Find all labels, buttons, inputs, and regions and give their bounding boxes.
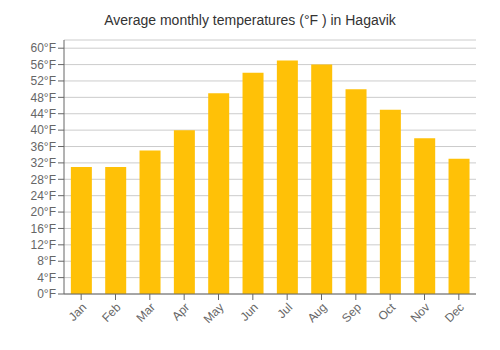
svg-text:Feb: Feb — [99, 300, 124, 325]
svg-text:32°F: 32°F — [31, 156, 56, 170]
svg-text:Jun: Jun — [237, 300, 261, 324]
svg-text:Mar: Mar — [133, 300, 158, 325]
svg-text:56°F: 56°F — [31, 58, 56, 72]
svg-text:44°F: 44°F — [31, 107, 56, 121]
svg-text:8°F: 8°F — [37, 254, 56, 268]
svg-text:60°F: 60°F — [31, 41, 56, 55]
svg-text:52°F: 52°F — [31, 74, 56, 88]
svg-text:20°F: 20°F — [31, 205, 56, 219]
svg-text:36°F: 36°F — [31, 140, 56, 154]
svg-text:Dec: Dec — [442, 300, 467, 325]
svg-text:48°F: 48°F — [31, 91, 56, 105]
svg-text:40°F: 40°F — [31, 123, 56, 137]
html-text:Average monthly temperatures (: Average monthly temperatures (°F ) in Ha… — [104, 12, 396, 28]
svg-text:Apr: Apr — [169, 300, 192, 323]
svg-text:28°F: 28°F — [31, 173, 56, 187]
svg-text:May: May — [201, 300, 227, 326]
svg-text:Aug: Aug — [305, 300, 330, 325]
svg-text:0°F: 0°F — [37, 287, 56, 301]
svg-text:24°F: 24°F — [31, 189, 56, 203]
svg-text:Nov: Nov — [408, 300, 433, 325]
svg-text:16°F: 16°F — [31, 222, 56, 236]
svg-text:Jan: Jan — [66, 300, 90, 324]
svg-text:Jul: Jul — [275, 300, 296, 321]
svg-text:Oct: Oct — [375, 300, 399, 324]
svg-text:Sep: Sep — [339, 300, 364, 325]
svg-text:4°F: 4°F — [37, 271, 56, 285]
svg-text:12°F: 12°F — [31, 238, 56, 252]
